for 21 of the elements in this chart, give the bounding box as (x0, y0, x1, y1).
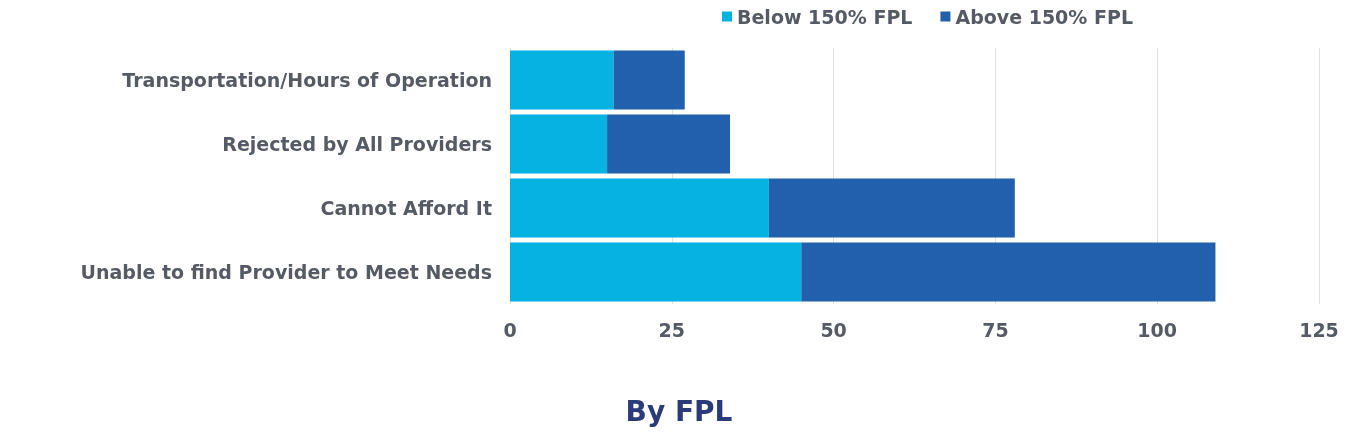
y-tick-label: Transportation/Hours of Operation (122, 69, 492, 91)
bar (801, 242, 1216, 302)
y-tick-label: Cannot Afford It (320, 197, 492, 219)
text: By FPL (625, 394, 733, 428)
x-tick-label: 25 (658, 318, 686, 341)
legend-label: Below 150% FPL (737, 5, 913, 28)
bar (768, 178, 1015, 238)
bar (510, 242, 802, 302)
x-tick-label: 125 (1299, 318, 1339, 341)
y-tick-label: Rejected by All Providers (222, 133, 492, 155)
y-tick-label: Unable to find Provider to Meet Needs (80, 261, 492, 283)
x-tick-label: 75 (982, 318, 1009, 341)
bar (607, 114, 731, 174)
x-tick-label: 0 (503, 318, 517, 341)
bar (613, 50, 685, 110)
x-tick-label: 50 (820, 318, 847, 341)
bar (510, 50, 614, 110)
bar (510, 178, 769, 238)
x-tick-label: 100 (1137, 318, 1178, 341)
legend-label: Above 150% FPL (955, 5, 1134, 28)
bar (510, 114, 608, 174)
